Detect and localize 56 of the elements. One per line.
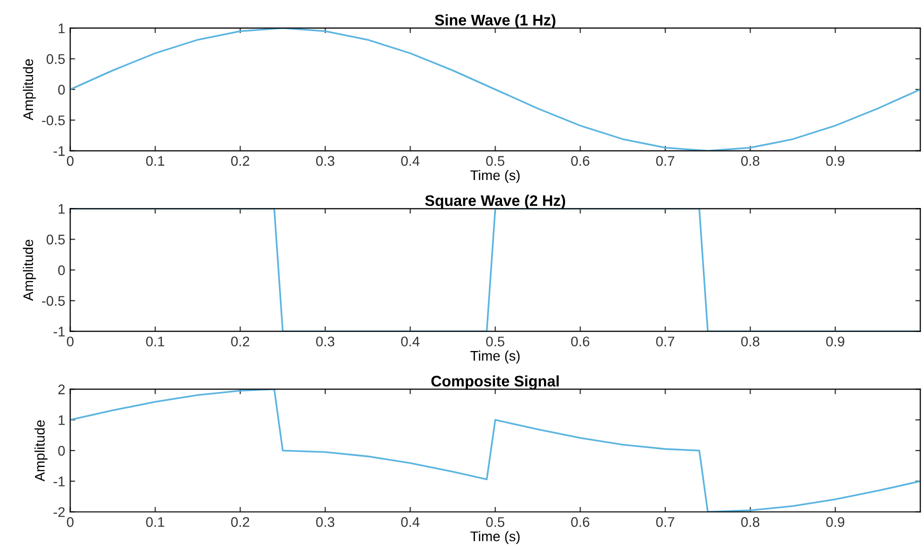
y-tick-label: -1 — [54, 476, 65, 486]
x-tick-label: 0.4 — [401, 517, 420, 527]
y-tick-label: 0.5 — [46, 54, 65, 64]
x-tick-label: 0.7 — [656, 156, 674, 166]
line-series — [70, 28, 920, 151]
y-tick-label: -1 — [54, 146, 65, 156]
y-tick-label: 1 — [58, 24, 65, 34]
x-tick-label: 0.3 — [316, 156, 334, 166]
x-tick-label: 0.9 — [826, 517, 844, 527]
x-tick-label: 0.3 — [316, 517, 334, 527]
y-axis-title: Amplitude — [34, 420, 48, 482]
x-tick-label: 0.2 — [231, 156, 250, 166]
y-tick-label: 0 — [58, 446, 65, 456]
x-tick-label: 0.8 — [741, 156, 760, 166]
x-tick-label: 0.5 — [486, 156, 504, 166]
x-tick-label: 0.5 — [486, 336, 504, 346]
x-tick-label: 0.5 — [486, 517, 504, 527]
x-tick-label: 0.1 — [146, 517, 164, 527]
x-tick-label: 0.2 — [231, 517, 250, 527]
x-tick-label: 0.2 — [231, 336, 250, 346]
x-tick-label: 0.3 — [316, 336, 334, 346]
x-tick-label: 0.4 — [401, 156, 420, 166]
chart-title: Sine Wave (1 Hz) — [434, 14, 556, 28]
x-axis-title: Time (s) — [470, 170, 520, 183]
line-series — [70, 389, 920, 512]
x-tick-label: 0.6 — [571, 156, 590, 166]
chart-title: Square Wave (2 Hz) — [425, 194, 566, 210]
x-tick-label: 0.4 — [401, 336, 420, 346]
x-axis-title: Time (s) — [470, 350, 520, 364]
x-tick-label: 0.8 — [741, 517, 760, 527]
x-tick-label: 0 — [66, 336, 74, 346]
y-axis-title: Amplitude — [22, 59, 36, 120]
x-tick-label: 0.9 — [826, 336, 844, 346]
x-tick-label: 0.9 — [826, 156, 844, 166]
y-tick-label: 1 — [58, 415, 65, 425]
x-tick-label: 0.6 — [571, 517, 590, 527]
x-tick-label: 0.1 — [146, 156, 164, 166]
x-tick-label: 0.7 — [656, 336, 674, 346]
x-axis-title: Time (s) — [470, 531, 520, 544]
x-tick-label: 0.8 — [741, 336, 760, 346]
y-tick-label: 1 — [58, 204, 65, 214]
y-tick-label: 0 — [58, 265, 65, 276]
y-tick-label: -1 — [54, 326, 65, 336]
y-tick-label: 0.5 — [46, 234, 65, 244]
x-tick-label: 0.6 — [571, 336, 590, 346]
x-tick-label: 0.7 — [656, 517, 674, 527]
x-tick-label: 0 — [66, 517, 74, 527]
y-tick-label: -0.5 — [42, 296, 65, 306]
chart-title: Composite Signal — [431, 375, 559, 390]
x-tick-label: 0 — [66, 156, 74, 166]
y-tick-label: 0 — [58, 84, 65, 95]
x-tick-label: 0.1 — [146, 336, 164, 346]
y-axis-title: Amplitude — [22, 240, 36, 301]
y-tick-label: -0.5 — [42, 115, 65, 126]
y-tick-label: -2 — [54, 507, 65, 517]
y-tick-label: 2 — [58, 384, 65, 394]
